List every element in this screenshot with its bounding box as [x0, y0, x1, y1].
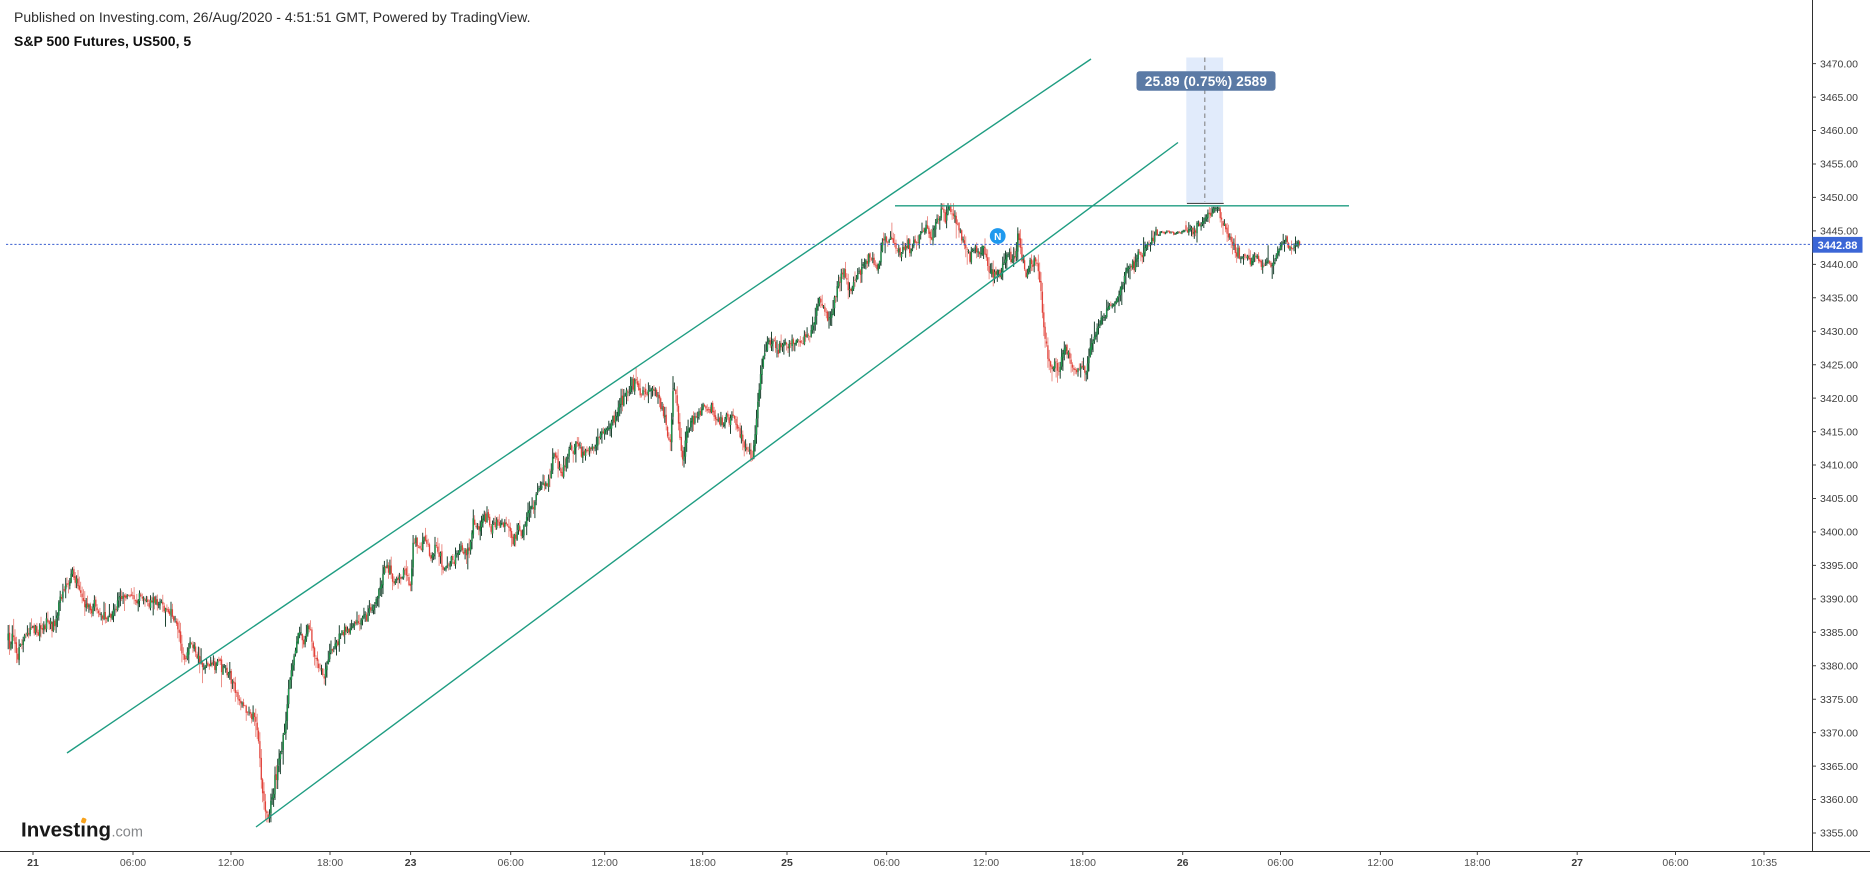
- svg-text:3400.00: 3400.00: [1820, 527, 1858, 539]
- svg-text:3470.00: 3470.00: [1820, 58, 1858, 70]
- svg-text:21: 21: [27, 857, 39, 869]
- svg-text:23: 23: [405, 857, 417, 869]
- svg-text:3440.00: 3440.00: [1820, 259, 1858, 271]
- svg-text:06:00: 06:00: [1662, 857, 1688, 869]
- svg-text:06:00: 06:00: [1267, 857, 1293, 869]
- svg-text:25.89 (0.75%) 2589: 25.89 (0.75%) 2589: [1145, 74, 1267, 89]
- svg-text:18:00: 18:00: [690, 857, 716, 869]
- svg-text:3365.00: 3365.00: [1820, 761, 1858, 773]
- svg-text:3405.00: 3405.00: [1820, 493, 1858, 505]
- svg-text:3385.00: 3385.00: [1820, 627, 1858, 639]
- svg-text:3442.88: 3442.88: [1818, 240, 1858, 252]
- svg-text:18:00: 18:00: [1464, 857, 1490, 869]
- svg-text:3375.00: 3375.00: [1820, 694, 1858, 706]
- svg-text:10:35: 10:35: [1751, 857, 1777, 869]
- svg-text:Published on Investing.com, 26: Published on Investing.com, 26/Aug/2020 …: [14, 9, 531, 25]
- svg-text:3445.00: 3445.00: [1820, 226, 1858, 238]
- svg-text:3435.00: 3435.00: [1820, 293, 1858, 305]
- svg-text:12:00: 12:00: [973, 857, 999, 869]
- svg-text:3395.00: 3395.00: [1820, 560, 1858, 572]
- svg-text:N: N: [994, 232, 1001, 243]
- svg-text:06:00: 06:00: [874, 857, 900, 869]
- svg-text:3460.00: 3460.00: [1820, 125, 1858, 137]
- svg-text:3465.00: 3465.00: [1820, 92, 1858, 104]
- svg-text:3455.00: 3455.00: [1820, 159, 1858, 171]
- svg-text:3430.00: 3430.00: [1820, 326, 1858, 338]
- svg-text:18:00: 18:00: [1070, 857, 1096, 869]
- svg-text:18:00: 18:00: [317, 857, 343, 869]
- svg-text:3425.00: 3425.00: [1820, 359, 1858, 371]
- svg-text:3360.00: 3360.00: [1820, 794, 1858, 806]
- svg-text:3380.00: 3380.00: [1820, 661, 1858, 673]
- svg-text:3355.00: 3355.00: [1820, 828, 1858, 840]
- svg-text:12:00: 12:00: [1367, 857, 1393, 869]
- svg-text:3410.00: 3410.00: [1820, 460, 1858, 472]
- svg-text:06:00: 06:00: [120, 857, 146, 869]
- svg-text:25: 25: [781, 857, 793, 869]
- svg-text:.com: .com: [112, 825, 143, 841]
- svg-text:S&P 500 Futures, US500, 5: S&P 500 Futures, US500, 5: [14, 33, 191, 49]
- svg-text:3450.00: 3450.00: [1820, 192, 1858, 204]
- svg-text:06:00: 06:00: [498, 857, 524, 869]
- svg-text:3415.00: 3415.00: [1820, 426, 1858, 438]
- svg-text:3390.00: 3390.00: [1820, 594, 1858, 606]
- svg-text:3370.00: 3370.00: [1820, 727, 1858, 739]
- svg-text:12:00: 12:00: [592, 857, 618, 869]
- svg-text:12:00: 12:00: [218, 857, 244, 869]
- svg-text:Investıng: Investıng: [21, 819, 111, 842]
- svg-text:26: 26: [1177, 857, 1189, 869]
- svg-text:27: 27: [1571, 857, 1583, 869]
- svg-text:3420.00: 3420.00: [1820, 393, 1858, 405]
